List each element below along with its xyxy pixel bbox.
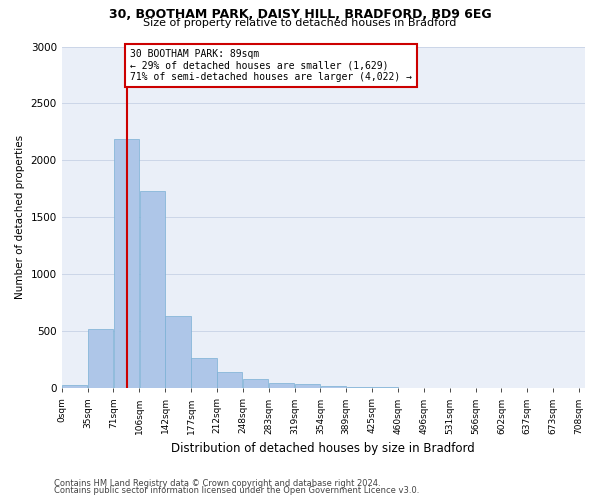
- Text: Size of property relative to detached houses in Bradford: Size of property relative to detached ho…: [143, 18, 457, 28]
- Bar: [62, 385, 87, 388]
- Y-axis label: Number of detached properties: Number of detached properties: [15, 136, 25, 300]
- Bar: [269, 382, 294, 388]
- Text: Contains HM Land Registry data © Crown copyright and database right 2024.: Contains HM Land Registry data © Crown c…: [54, 478, 380, 488]
- Text: Contains public sector information licensed under the Open Government Licence v3: Contains public sector information licen…: [54, 486, 419, 495]
- Bar: [217, 372, 242, 388]
- Bar: [191, 358, 217, 388]
- Text: 30, BOOTHAM PARK, DAISY HILL, BRADFORD, BD9 6EG: 30, BOOTHAM PARK, DAISY HILL, BRADFORD, …: [109, 8, 491, 20]
- Bar: [320, 386, 346, 388]
- X-axis label: Distribution of detached houses by size in Bradford: Distribution of detached houses by size …: [172, 442, 475, 455]
- Bar: [114, 139, 139, 388]
- Text: 30 BOOTHAM PARK: 89sqm
← 29% of detached houses are smaller (1,629)
71% of semi-: 30 BOOTHAM PARK: 89sqm ← 29% of detached…: [130, 49, 412, 82]
- Bar: [373, 387, 398, 388]
- Bar: [295, 384, 320, 388]
- Bar: [243, 379, 268, 388]
- Bar: [347, 386, 372, 388]
- Bar: [88, 329, 113, 388]
- Bar: [140, 191, 165, 388]
- Bar: [166, 316, 191, 388]
